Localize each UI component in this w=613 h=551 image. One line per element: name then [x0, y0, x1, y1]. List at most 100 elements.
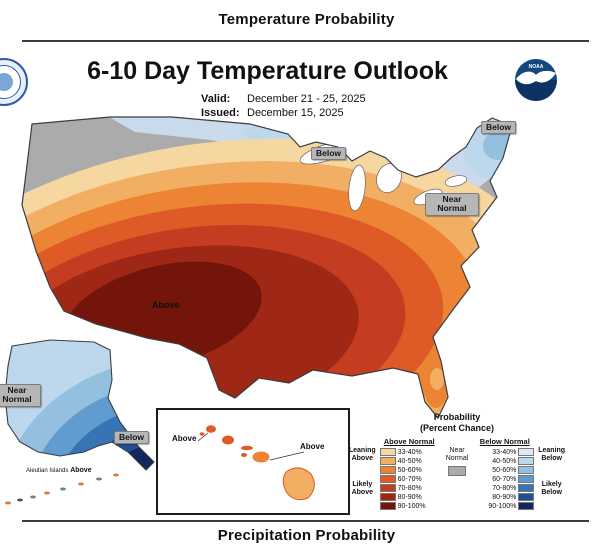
legend-color-swatch: [518, 466, 535, 475]
aleutian-islet: [44, 491, 50, 495]
legend-range-row: 33-40%: [379, 448, 439, 457]
legend-near-line2: Normal: [445, 454, 469, 462]
legend-range-row: 90-100%: [379, 502, 439, 511]
legend-color-swatch: [518, 484, 535, 493]
below-normal-header: Below Normal: [479, 436, 530, 446]
legend-below-side-labels: Leaning Below Likely Below: [537, 437, 566, 511]
legend-range-label: 40-50%: [492, 457, 517, 465]
aleutian-islet: [17, 498, 23, 502]
outlook-title: 6-10 Day Temperature Outlook: [87, 57, 448, 85]
legend-below-rows: 33-40% 40-50% 50-60% 60-70% 70-80% 80-90% 90-1…: [475, 448, 535, 511]
legend-range-row: 40-50%: [475, 457, 535, 466]
legend-range-label: 80-90%: [397, 493, 422, 501]
legend-near-normal: Near Normal: [442, 437, 473, 511]
conus-outline: [21, 116, 513, 420]
hawaii-pointer-line-west: [197, 432, 209, 442]
leaning-below-label: Leaning Below: [538, 446, 566, 462]
alaska-map: [4, 339, 155, 505]
noaa-logo-text: NOAA: [529, 64, 544, 70]
legend-title: Probability (Percent Chance): [348, 412, 566, 434]
legend-range-label: 40-50%: [397, 457, 422, 465]
conus-near-line2: Normal: [437, 203, 467, 214]
legend-range-label: 70-80%: [397, 484, 422, 492]
hawaii-map: [197, 425, 315, 501]
band-below-newengland-core: [483, 132, 512, 160]
noaa-logo: NOAA: [515, 59, 557, 101]
legend-color-swatch: [518, 448, 535, 457]
aleutian-islet: [113, 473, 119, 477]
legend-color-swatch: [518, 502, 535, 511]
alaska-label-below: Below: [114, 431, 150, 445]
likely-below-label: Likely Below: [541, 480, 562, 496]
legend-range-label: 60-70%: [397, 475, 422, 483]
legend-range-label: 50-60%: [397, 466, 422, 474]
legend-range-row: 80-90%: [475, 493, 535, 502]
legend-range-label: 50-60%: [492, 466, 517, 474]
legend-color-swatch: [518, 457, 535, 466]
likely-above-label: Likely Above: [351, 480, 373, 496]
legend-range-row: 50-60%: [475, 466, 535, 475]
legend-color-swatch: [379, 502, 396, 511]
legend-near-swatch: [447, 465, 466, 476]
legend-range-row: 60-70%: [475, 475, 535, 484]
legend-below-column: Below Normal 33-40% 40-50% 50-60% 60-70% 70-…: [475, 436, 535, 511]
bottom-divider: [22, 520, 589, 522]
aleutian-label: Aleutian Islands Above: [26, 467, 92, 475]
island-kauai: [206, 425, 216, 433]
aleutian-islet: [78, 482, 84, 486]
aleutian-islet: [5, 501, 11, 505]
conus-label-below-northeast: Below: [481, 121, 517, 135]
issued-value: December 15, 2025: [247, 107, 344, 119]
legend-near-line1: Near: [449, 446, 465, 454]
legend-range-label: 80-90%: [492, 493, 517, 501]
valid-row: Valid: December 21 - 25, 2025: [201, 92, 366, 106]
alaska-near-line2: Normal: [2, 394, 32, 405]
hawaii-label-above-west: Above: [172, 434, 197, 443]
noaa-bird-icon: [516, 70, 556, 85]
island-maui: [252, 451, 270, 463]
conus-label-below-midwest: Below: [311, 147, 347, 161]
top-divider: [22, 40, 589, 42]
legend-range-row: 70-80%: [379, 484, 439, 493]
ak-band-70-80: [56, 405, 154, 470]
hawaii-inset: Above Above: [156, 408, 350, 515]
legend-columns: Leaning Above Likely Above Above Normal …: [348, 437, 566, 511]
legend-color-swatch: [518, 475, 535, 484]
legend-range-row: 33-40%: [475, 448, 535, 457]
aleutian-label-prefix: Aleutian Islands: [26, 468, 69, 474]
aleutian-islet: [30, 495, 36, 499]
lake-michigan: [348, 164, 366, 212]
legend-range-label: 33-40%: [397, 448, 422, 456]
alaska-near-line1: Near: [7, 385, 27, 395]
legend-color-swatch: [379, 484, 396, 493]
aleutian-islet: [60, 487, 66, 491]
legend-range-label: 33-40%: [492, 448, 517, 456]
aleutian-islet: [96, 477, 102, 481]
legend-range-label: 90-100%: [488, 502, 517, 510]
conus-label-above: Above: [152, 300, 180, 310]
legend-range-row: 90-100%: [475, 502, 535, 511]
legend-range-row: 60-70%: [379, 475, 439, 484]
legend-color-swatch: [379, 457, 396, 466]
valid-label: Valid:: [201, 93, 231, 105]
issued-label: Issued:: [201, 107, 240, 119]
precipitation-probability-heading: Precipitation Probability: [217, 527, 396, 544]
legend-color-swatch: [379, 475, 396, 484]
legend-range-row: 40-50%: [379, 457, 439, 466]
legend-above-column: Above Normal 33-40% 40-50% 50-60% 60-70% 70-…: [379, 437, 439, 511]
aleutian-islands-chain: [5, 473, 119, 505]
aleutian-label-value: Above: [70, 467, 92, 474]
legend-range-label: 60-70%: [492, 475, 517, 483]
conus-near-line1: Near: [442, 194, 462, 204]
legend-color-swatch: [379, 466, 396, 475]
alaska-outline: [4, 339, 155, 471]
legend-color-swatch: [518, 493, 535, 502]
probability-legend: Probability (Percent Chance) Leaning Abo…: [348, 412, 566, 511]
island-niihau: [199, 432, 205, 436]
legend-range-row: 50-60%: [379, 466, 439, 475]
legend-near-label: Near Normal: [442, 447, 473, 463]
legend-range-row: 70-80%: [475, 484, 535, 493]
lake-ontario: [444, 175, 468, 187]
legend-title-line2: (Percent Chance): [419, 422, 495, 433]
